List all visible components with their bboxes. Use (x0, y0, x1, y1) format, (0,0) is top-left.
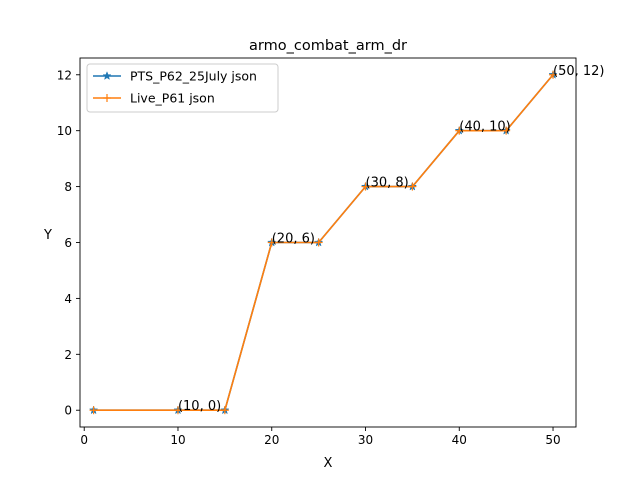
y-axis-label: Y (43, 228, 52, 243)
y-tick-label-4: 6 (64, 236, 72, 250)
series-2-point-6 (361, 182, 370, 191)
series-2-point-8 (455, 126, 464, 135)
y-tick-label-2: 2 (64, 348, 72, 362)
legend-marker-1 (102, 71, 112, 80)
legend-marker-2 (103, 94, 111, 102)
annotation-5: (50, 12) (553, 64, 605, 79)
series-2-point-3 (220, 406, 229, 415)
y-tick-label-5: 8 (64, 180, 72, 194)
annotation-2: (20, 6) (272, 232, 315, 247)
annotation-1: (10, 0) (178, 399, 221, 414)
legend-box (86, 63, 279, 113)
plot-area: (10, 0) (20, 6) (30, 8) (40, 10) (50, 12) 0 10… (57, 57, 605, 447)
y-tick-label-7: 12 (57, 68, 72, 82)
x-tick-label-3: 20 (264, 433, 279, 447)
x-axis-label: X (324, 456, 333, 471)
legend: PTS_P62_25July json Live_P61 json (86, 63, 279, 113)
x-tick-label-2: 10 (170, 433, 185, 447)
y-tick-label-3: 4 (64, 292, 72, 306)
series-2-point-1 (89, 406, 98, 415)
y-tick-label-6: 10 (57, 124, 72, 138)
series-2-point-5 (314, 238, 323, 247)
series-line-2 (93, 74, 554, 412)
x-tick-label-1: 0 (80, 433, 88, 447)
series-2-point-9 (502, 126, 511, 135)
x-tick-label-4: 30 (358, 433, 373, 447)
x-tick-label-5: 40 (452, 433, 467, 447)
legend-label-1: PTS_P62_25July json (130, 69, 257, 84)
x-tick-label-6: 50 (545, 433, 560, 447)
chart-title: armo_combat_arm_dr (249, 38, 407, 54)
legend-label-2: Live_P61 json (130, 91, 215, 106)
series-2-point-4 (267, 238, 276, 247)
annotation-3: (30, 8) (366, 176, 409, 191)
series-2-point-10 (549, 70, 558, 79)
series-2-point-7 (408, 182, 417, 191)
annotation-4: (40, 10) (459, 120, 511, 135)
series-2-point-2 (173, 406, 182, 415)
y-tick-label-1: 0 (64, 404, 72, 418)
